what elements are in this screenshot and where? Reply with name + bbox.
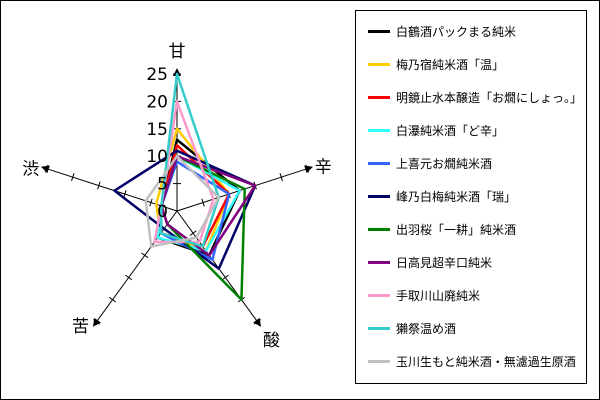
legend-swatch-1	[368, 62, 390, 66]
legend-item-0: 白鶴酒パックまる純米	[368, 21, 516, 41]
axis-label-0: 甘	[169, 42, 186, 62]
legend-label-5: 峰乃白梅純米酒「瑞」	[396, 189, 517, 204]
legend-item-3: 白瀑純米酒「ど辛」	[368, 120, 504, 140]
tick-label-1: 5	[157, 175, 168, 195]
legend-swatch-4	[368, 161, 390, 165]
axis-tick-4-3	[71, 173, 75, 182]
legend-label-6: 出羽桜「一耕」純米酒	[396, 222, 517, 237]
axis-arrow-0	[173, 68, 181, 76]
axis-arrow-4	[40, 165, 50, 174]
legend-label-10: 玉川生もと純米酒・無濾過生原酒	[396, 354, 576, 369]
legend: 白鶴酒パックまる純米 梅乃宿純米酒「温」明鏡止水本醸造「お燗にしょっ。」 白瀑純米酒…	[355, 10, 587, 384]
legend-label-9: 獺祭温め酒	[396, 321, 457, 336]
tick-label-3: 15	[146, 120, 168, 140]
legend-label-8: 手取川山廃純米	[396, 288, 481, 303]
series-10	[144, 154, 220, 248]
legend-item-10: 玉川生もと純米酒・無濾過生原酒	[368, 351, 576, 371]
legend-swatch-2	[368, 95, 390, 99]
legend-label-7: 日高見超辛口純米	[396, 255, 493, 270]
legend-swatch-5	[368, 194, 390, 198]
legend-label-3: 白瀑純米酒「ど辛」	[396, 123, 505, 138]
legend-item-1: 梅乃宿純米酒「温」	[368, 54, 504, 74]
legend-item-7: 日高見超辛口純米	[368, 252, 492, 272]
legend-item-4: 上喜元お燗純米酒	[368, 153, 492, 173]
axis-line-1	[176, 168, 308, 212]
axis-tick-1-0	[201, 198, 205, 207]
axis-tick-1-3	[279, 173, 283, 182]
legend-swatch-8	[368, 293, 390, 297]
legend-label-0: 白鶴酒パックまる純米	[396, 24, 517, 39]
axis-tick-2-2	[221, 274, 229, 281]
legend-swatch-7	[368, 260, 390, 264]
legend-swatch-10	[368, 359, 390, 363]
legend-label-1: 梅乃宿純米酒「温」	[396, 57, 505, 72]
tick-label-4: 20	[146, 92, 168, 112]
axis-tick-2-0	[189, 230, 197, 236]
legend-item-6: 出羽桜「一耕」純米酒	[368, 219, 516, 239]
tick-label-5: 25	[146, 65, 168, 85]
axis-label-1: 辛	[315, 158, 332, 178]
axis-tick-4-2	[97, 181, 101, 190]
axis-arrow-2	[253, 317, 262, 327]
axis-label-4: 渋	[22, 160, 39, 180]
legend-swatch-9	[368, 326, 390, 330]
legend-item-9: 獺祭温め酒	[368, 318, 456, 338]
series-5	[113, 149, 257, 270]
axis-arrow-1	[304, 165, 314, 174]
axis-label-2: 酸	[263, 331, 280, 351]
axis-label-3: 苦	[72, 317, 89, 337]
legend-swatch-0	[368, 29, 390, 33]
legend-swatch-6	[368, 227, 390, 231]
legend-item-5: 峰乃白梅純米酒「瑞」	[368, 186, 516, 206]
axis-tick-3-2	[125, 274, 133, 281]
legend-swatch-3	[368, 128, 390, 132]
axis-tick-3-1	[141, 252, 149, 259]
legend-item-2: 明鏡止水本醸造「お燗にしょっ。」	[368, 87, 582, 107]
legend-label-4: 上喜元お燗純米酒	[396, 156, 493, 171]
axis-arrow-3	[92, 317, 101, 327]
axis-line-3	[96, 210, 178, 323]
tick-label-2: 10	[146, 147, 168, 167]
axis-tick-4-0	[149, 198, 153, 207]
axis-tick-3-3	[109, 296, 117, 303]
tick-label-0: 0	[157, 202, 168, 222]
legend-label-2: 明鏡止水本醸造「お燗にしょっ。」	[396, 90, 583, 105]
legend-item-8: 手取川山廃純米	[368, 285, 480, 305]
